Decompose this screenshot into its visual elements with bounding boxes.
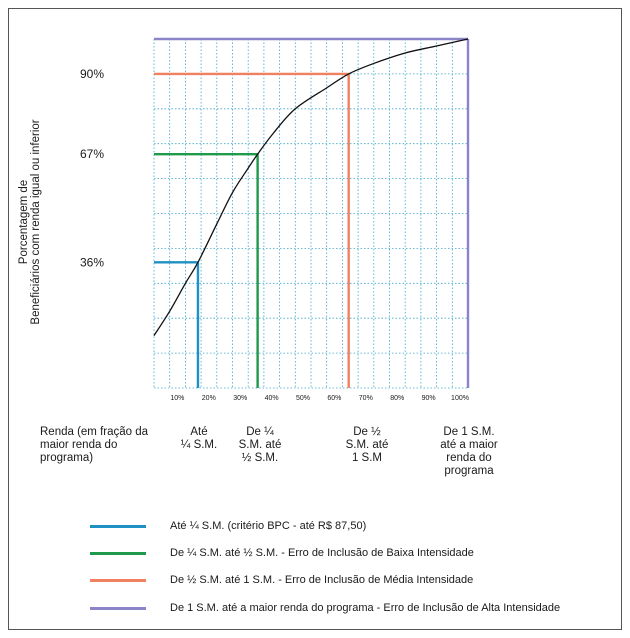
y-tick-label: 36%: [80, 255, 104, 269]
x-tick-label: 10%: [170, 395, 184, 402]
category-label-line: programa: [444, 465, 494, 477]
x-tick-label: 40%: [265, 395, 279, 402]
y-axis-label-line: Beneficiários com renda igual ou inferio…: [30, 119, 42, 324]
x-tick-label: 90%: [422, 395, 436, 402]
category-label-line: S.M. até: [345, 439, 389, 451]
x-tick-label: 70%: [359, 395, 373, 402]
category-label-line: até a maior: [440, 439, 498, 451]
chart-frame: [8, 8, 622, 630]
category-label-line: renda do: [446, 452, 492, 464]
y-tick-label: 67%: [80, 147, 104, 161]
cumulative-curve: [153, 38, 469, 337]
category-label: De ½ S.M. até 1 S.M: [332, 426, 402, 465]
x-axis-label: Renda (em fração da maior renda do progr…: [40, 426, 148, 465]
y-tick-label: 90%: [80, 67, 104, 81]
x-tick-label: 30%: [233, 395, 247, 402]
y-axis-label-line: Porcentagem de: [18, 180, 30, 264]
category-label: De 1 S.M. até a maior renda do programa: [424, 426, 514, 478]
x-tick-label: 80%: [390, 395, 404, 402]
category-label-line: 1 S.M: [351, 452, 383, 464]
x-tick-label: 20%: [202, 395, 216, 402]
category-label-line: ¼ S.M.: [180, 439, 218, 451]
x-axis-label-line: Renda (em fração da: [40, 426, 149, 438]
x-tick-label: 50%: [296, 395, 310, 402]
x-tick-label: 60%: [327, 395, 341, 402]
category-label-line: De 1 S.M.: [443, 426, 495, 438]
category-label-line: De ½: [353, 426, 381, 438]
category-label-line: De ¼: [246, 426, 274, 438]
x-tick-label: 100%: [451, 395, 469, 402]
category-label-line: Até: [190, 426, 208, 438]
category-label-line: ½ S.M.: [241, 452, 279, 464]
category-label: Até ¼ S.M.: [164, 426, 234, 452]
category-label-line: S.M. até: [238, 439, 282, 451]
chart-svg: 10% 20% 30% 40% 50% 60% 70% 80% 90% 100% 36% 67% 90%…: [18, 37, 470, 402]
x-axis-label-line: programa): [40, 452, 94, 464]
x-axis-label-line: maior renda do: [40, 439, 118, 451]
category-label: De ¼ S.M. até ½ S.M.: [225, 426, 295, 465]
